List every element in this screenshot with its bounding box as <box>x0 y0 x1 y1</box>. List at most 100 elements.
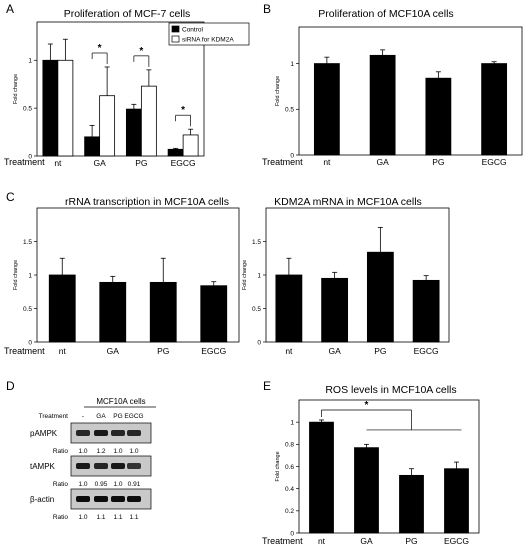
bar <box>99 281 127 343</box>
category-label: PG <box>157 346 169 356</box>
bar <box>275 274 303 343</box>
wb-blots: pAMPK Ratio 1.0 1.2 1.0 1.0 tAMPK Ratio 1.0 0.95 1… <box>30 422 152 521</box>
wb-band <box>76 463 90 469</box>
significance-star: * <box>98 43 102 54</box>
category-label: nt <box>59 346 67 356</box>
category-label: nt <box>285 346 293 356</box>
panel-letter-a: A <box>6 2 14 16</box>
wb-title: MCF10A cells <box>96 397 145 406</box>
legend-swatch <box>171 25 180 33</box>
wb-band <box>111 496 125 502</box>
chart-title: Proliferation of MCF-7 cells <box>64 8 191 20</box>
wb-ratio-label: Ratio <box>53 481 69 488</box>
panel-letter-e: E <box>263 379 271 393</box>
wb-band <box>127 463 141 469</box>
wb-band <box>94 496 108 502</box>
category-label: PG <box>374 346 386 356</box>
chart-rrna-transcription: rRNA transcription in MCF10A cells Fold c… <box>13 196 240 356</box>
bar <box>149 281 177 343</box>
significance-star: * <box>365 400 369 411</box>
panel-letter-c: C <box>6 190 15 204</box>
western-blot-panel: MCF10A cells Treatment - GA PG EGCG pAMPK Ra… <box>30 397 156 521</box>
wb-ratio-value: 0.91 <box>128 481 141 488</box>
bar <box>99 95 116 157</box>
wb-band <box>127 496 141 502</box>
wb-band <box>111 463 125 469</box>
y-axis-label: Fold change <box>13 260 19 290</box>
legend-box <box>168 22 250 46</box>
chart-ros-levels: ROS levels in MCF10A cells Fold change 0 0.… <box>275 384 480 546</box>
wb-ratio-value: 1.1 <box>113 514 122 521</box>
wb-ratio-value: 1.0 <box>129 448 138 455</box>
bar <box>48 274 76 343</box>
wb-blot-name: β-actin <box>30 495 54 504</box>
chart-proliferation-mcf7: Proliferation of MCF-7 cells Fold change 0… <box>13 8 250 168</box>
wb-band <box>94 463 108 469</box>
category-label: nt <box>54 158 62 168</box>
category-label: GA <box>107 346 120 356</box>
wb-ratio-value: 1.1 <box>129 514 138 521</box>
wb-band <box>111 430 125 436</box>
y-tick-label: 0 <box>290 530 294 537</box>
bar <box>369 54 396 156</box>
treatment-label-a: Treatment <box>4 157 45 167</box>
category-label: EGCG <box>171 158 196 168</box>
bar <box>354 447 379 534</box>
wb-band <box>76 496 90 502</box>
y-tick-label: 1 <box>290 419 294 426</box>
y-tick-label: 0.4 <box>285 486 294 493</box>
significance-star: * <box>139 46 143 57</box>
wb-ratio-value: 1.0 <box>113 448 122 455</box>
wb-lane-label: - <box>82 413 84 420</box>
y-tick-label: 1 <box>28 272 32 279</box>
wb-band <box>127 430 141 436</box>
significance-star: * <box>181 105 185 116</box>
bar <box>366 251 394 343</box>
category-label: EGCG <box>444 536 469 546</box>
wb-ratio-value: 1.0 <box>78 448 87 455</box>
y-axis-label: Fold change <box>242 260 248 290</box>
category-label: PG <box>432 157 444 167</box>
wb-blot-name: pAMPK <box>30 429 58 438</box>
bar <box>200 285 228 343</box>
chart-title: KDM2A mRNA in MCF10A cells <box>274 196 422 208</box>
y-tick-label: 1 <box>290 61 294 68</box>
wb-ratio-label: Ratio <box>53 448 69 455</box>
category-label: PG <box>135 158 147 168</box>
y-tick-label: 0.5 <box>23 105 32 112</box>
chart-title: rRNA transcription in MCF10A cells <box>65 196 229 208</box>
y-tick-label: 0 <box>28 339 32 346</box>
category-label: GA <box>376 157 389 167</box>
wb-lane-label: PG <box>113 413 122 420</box>
y-axis-label: Fold change <box>13 74 19 104</box>
bar <box>140 85 157 157</box>
bar <box>167 148 184 157</box>
bar <box>425 77 452 156</box>
wb-band <box>76 430 90 436</box>
y-tick-label: 0.5 <box>252 306 261 313</box>
y-tick-label: 1 <box>28 58 32 65</box>
y-tick-label: 0.2 <box>285 508 294 515</box>
plot-frame <box>36 21 205 157</box>
chart-kdm2a-mrna: KDM2A mRNA in MCF10A cells Fold change 0 0.… <box>242 196 450 356</box>
category-label: GA <box>328 346 341 356</box>
category-label: GA <box>360 536 373 546</box>
category-label: EGCG <box>414 346 439 356</box>
treatment-label-c: Treatment <box>4 346 45 356</box>
category-label: PG <box>405 536 417 546</box>
category-label: nt <box>318 536 326 546</box>
bar <box>481 63 508 156</box>
bar <box>309 421 334 534</box>
plot-frame <box>298 26 523 156</box>
wb-ratio-value: 1.0 <box>78 514 87 521</box>
y-tick-label: 1.5 <box>23 239 32 246</box>
wb-treatment-label: Treatment <box>39 413 69 420</box>
category-label: GA <box>93 158 106 168</box>
wb-lane-label: EGCG <box>124 413 143 420</box>
wb-lane-label: GA <box>96 413 106 420</box>
chart-title: ROS levels in MCF10A cells <box>325 384 456 396</box>
bar <box>42 59 59 157</box>
bar <box>412 279 440 343</box>
wb-ratio-value: 1.0 <box>113 481 122 488</box>
